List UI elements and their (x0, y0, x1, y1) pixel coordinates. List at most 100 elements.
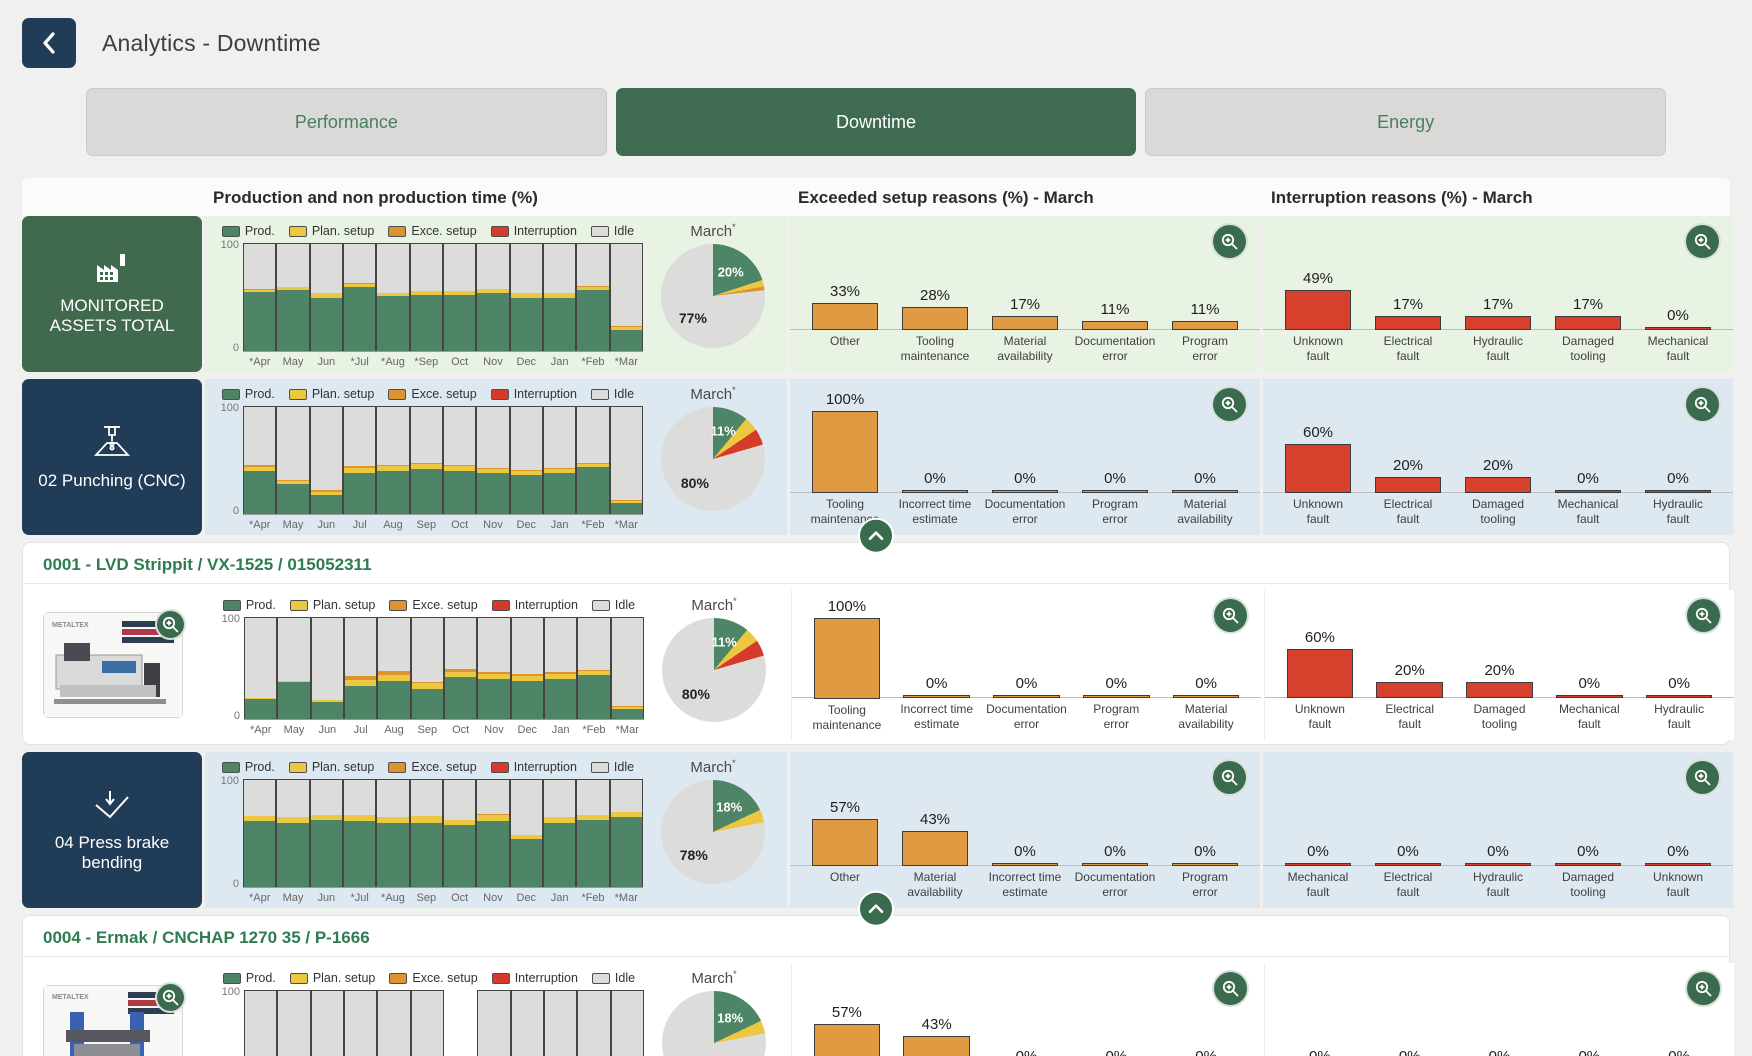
category-bar (991, 490, 1059, 493)
zoom-chart-button[interactable] (1212, 970, 1249, 1007)
bar-slot: Jan (542, 406, 577, 531)
segment-prod (611, 708, 643, 719)
category-bar (1284, 289, 1352, 330)
bar-slot: *Apr (243, 779, 277, 904)
collapse-group-button[interactable] (858, 890, 894, 927)
zoom-chart-button[interactable] (1685, 597, 1722, 634)
segment-prod (244, 471, 276, 514)
magnifier-plus-icon (1694, 606, 1713, 625)
segment-exce (244, 464, 276, 467)
category-value: 0% (1016, 1048, 1038, 1056)
segment-prod (477, 473, 509, 514)
stacked-bar (343, 990, 378, 1056)
month-label: *Feb (581, 519, 605, 531)
legend-item: Idle (590, 387, 634, 401)
month-label: Jan (550, 892, 569, 904)
segment-prod (410, 295, 442, 351)
bar-slot: Oct (442, 243, 477, 368)
stacked-bar (309, 779, 343, 888)
y-axis: 100 0 (213, 775, 243, 904)
category-bar (1644, 863, 1712, 866)
zoom-chart-button[interactable] (1684, 223, 1721, 260)
tab-downtime[interactable]: Downtime (615, 88, 1137, 156)
category-label: Program error (1181, 870, 1228, 899)
y-axis-max: 100 (221, 986, 240, 998)
zoom-photo-button[interactable] (155, 982, 186, 1013)
month-label: Nov (483, 892, 503, 904)
legend-item: Plan. setup (289, 971, 375, 985)
segment-exce (610, 326, 642, 328)
bar-slot: May (276, 243, 310, 368)
category-value: 0% (924, 470, 946, 487)
stacked-bar (542, 779, 577, 888)
exceeded-setup-panel: 100% Tooling maintenance 0% Incorrect time es… (791, 590, 1261, 740)
category-value: 0% (1195, 675, 1217, 692)
month-label: *Apr (248, 519, 271, 531)
segment-exce (277, 479, 309, 481)
category-bar (1464, 863, 1532, 866)
zoom-chart-button[interactable] (1212, 597, 1249, 634)
month-pie-block: March* 18% 78% (647, 758, 779, 904)
segment-prod (610, 817, 642, 887)
magnifier-plus-icon (161, 615, 180, 634)
zoom-chart-button[interactable] (1684, 759, 1721, 796)
asset-title-link[interactable]: 0004 - Ermak / CNCHAP 1270 35 / P-1666 (23, 920, 1729, 957)
legend-swatch-exce-setup (389, 972, 408, 984)
category-bar (1376, 681, 1443, 698)
chart-legend: Prod. Plan. setup Exce. setup Interruption I… (213, 758, 643, 776)
category-bar (1374, 316, 1442, 330)
category-bar (1374, 476, 1442, 493)
segment-plan (610, 327, 642, 330)
bar-slot: Sep (410, 990, 444, 1056)
bar-slot: Sep (409, 406, 443, 531)
zoom-photo-button[interactable] (155, 609, 186, 640)
category-value: 100% (825, 391, 865, 408)
back-button[interactable] (22, 18, 76, 68)
category-bar-group: 17% Damaged tooling (1543, 224, 1633, 368)
legend-label: Prod. (244, 387, 275, 401)
y-axis-min: 0 (232, 342, 239, 354)
category-value: 0% (1578, 1048, 1600, 1056)
category-value: 0% (1104, 470, 1126, 487)
asset-row: METALTEX Prod. Plan. setup Exce. setup Inter… (23, 963, 1734, 1056)
svg-text:METALTEX: METALTEX (52, 622, 89, 629)
category-label: Mechanical fault (1558, 702, 1620, 731)
zoom-chart-button[interactable] (1211, 759, 1248, 796)
segment-prod (244, 292, 276, 351)
downtime-pie-chart: 18% 78% (661, 780, 765, 884)
legend-swatch-interruption (491, 599, 510, 611)
tab-energy[interactable]: Energy (1145, 88, 1667, 156)
category-value: 0% (1397, 843, 1419, 860)
category-bar (1554, 490, 1622, 493)
tab-performance[interactable]: Performance (86, 88, 607, 156)
column-header-exceeded-setup: Exceeded setup reasons (%) - March (798, 188, 1094, 207)
category-bar (811, 411, 879, 493)
collapse-group-button[interactable] (858, 517, 894, 554)
legend-label: Interruption (513, 760, 577, 774)
segment-plan (377, 293, 409, 297)
legend-label: Exce. setup (411, 760, 477, 774)
category-label: Program error (1093, 702, 1140, 731)
category-bar (1644, 327, 1712, 330)
month-label: Jun (317, 892, 336, 904)
segment-plan (444, 671, 477, 677)
zoom-chart-button[interactable] (1684, 386, 1721, 423)
zoom-chart-button[interactable] (1211, 386, 1248, 423)
stacked-bar (342, 243, 377, 352)
zoom-chart-button[interactable] (1211, 223, 1248, 260)
zoom-chart-button[interactable] (1685, 970, 1722, 1007)
bars-area: *AprMayJun*Jul*AugSepOctNovDecJan*Feb*Ma… (244, 990, 644, 1056)
legend-item: Prod. (222, 971, 276, 985)
asset-title-link[interactable]: 0001 - LVD Strippit / VX-1525 / 01505231… (23, 547, 1729, 584)
category-label: Tooling maintenance (900, 334, 970, 363)
bar-slot: Jun (309, 779, 343, 904)
category-bar-group: 20% Damaged tooling (1455, 598, 1545, 736)
segment-plan (310, 293, 342, 298)
category-label: Documentation error (1074, 870, 1156, 899)
category-bar-group: 60% Unknown fault (1273, 387, 1363, 531)
segment-exce (510, 470, 542, 472)
segment-prod (443, 824, 476, 887)
category-label: Incorrect time estimate (898, 497, 972, 526)
